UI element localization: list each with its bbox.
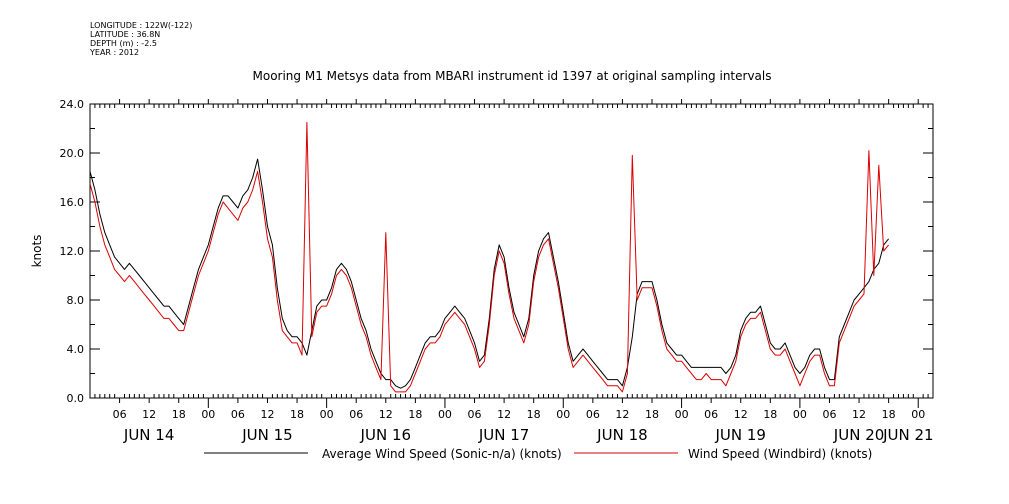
x-tick-label: 06 [113,408,127,421]
y-tick-label: 24.0 [60,98,85,111]
x-tick-label: 00 [793,408,807,421]
x-tick-label: 18 [172,408,186,421]
depth-label: DEPTH (m) : -2.5 [90,39,157,48]
x-tick-label: 00 [201,408,215,421]
x-tick-label: 12 [615,408,629,421]
x-tick-label: 12 [497,408,511,421]
y-axis-label: knots [30,235,44,268]
x-tick-label: 18 [882,408,896,421]
x-tick-label: 06 [586,408,600,421]
x-tick-label: 18 [527,408,541,421]
y-axis: 0.0 4.0 8.0 12.0 16.0 20.0 24.0 [60,98,933,405]
x-tick-label: 12 [852,408,866,421]
x-day-label: JUN 17 [478,426,529,444]
y-tick-label: 4.0 [67,343,85,356]
x-tick-label: 00 [320,408,334,421]
x-tick-label: 06 [704,408,718,421]
x-tick-label: 12 [379,408,393,421]
legend: Average Wind Speed (Sonic-n/a) (knots) Wi… [204,447,872,461]
x-day-label: JUN 18 [596,426,647,444]
latitude-label: LATITUDE : 36.8N [90,30,161,39]
x-axis: 06 12 18 00 06 12 18 00 06 12 18 00 06 12 18 00 06 12 18 00… [94,99,934,444]
plot-frame [89,103,934,399]
x-day-label: JUN 14 [123,426,174,444]
x-day-label: JUN 20 [833,426,884,444]
x-tick-label: 12 [260,408,274,421]
y-tick-label: 0.0 [67,392,85,405]
x-tick-label: 00 [675,408,689,421]
x-tick-label: 18 [645,408,659,421]
x-day-label: JUN 15 [241,426,292,444]
y-tick-label: 16.0 [60,196,85,209]
plot-area [89,121,889,393]
y-tick-label: 8.0 [67,294,85,307]
y-tick-label: 20.0 [60,147,85,160]
x-tick-label: 06 [349,408,363,421]
year-label: YEAR : 2012 [90,48,140,57]
x-tick-label: 12 [142,408,156,421]
legend-label-1: Average Wind Speed (Sonic-n/a) (knots) [322,447,562,461]
x-tick-label: 18 [763,408,777,421]
x-tick-label: 00 [556,408,570,421]
x-tick-label: 06 [231,408,245,421]
series-line-1 [89,158,889,389]
longitude-label: LONGITUDE : 122W(-122) [90,21,193,30]
x-day-label: JUN 16 [360,426,411,444]
x-tick-label: 06 [468,408,482,421]
x-tick-label: 18 [408,408,422,421]
series-line-2 [89,121,889,393]
x-tick-label: 06 [822,408,836,421]
x-tick-label: 18 [290,408,304,421]
chart-title: Mooring M1 Metsys data from MBARI instru… [253,69,772,83]
x-day-label: JUN 21 [882,426,933,444]
legend-label-2: Wind Speed (Windbird) (knots) [688,447,872,461]
y-tick-label: 12.0 [60,245,85,258]
x-day-label: JUN 19 [714,426,765,444]
x-tick-label: 00 [911,408,925,421]
x-tick-label: 12 [734,408,748,421]
metadata-block: LONGITUDE : 122W(-122) LATITUDE : 36.8N … [90,21,192,57]
x-tick-label: 00 [438,408,452,421]
